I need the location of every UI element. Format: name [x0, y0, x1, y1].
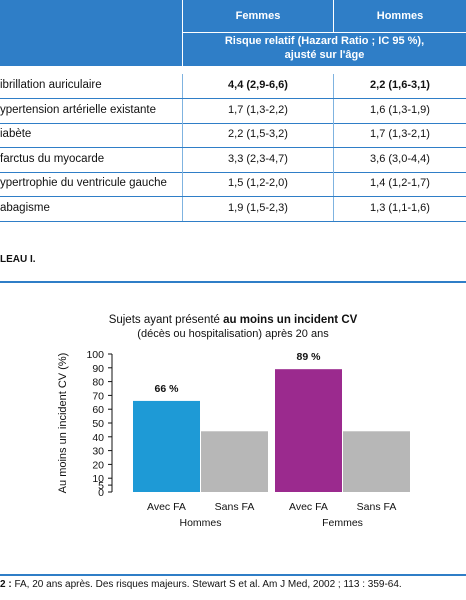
bar [133, 400, 200, 492]
row-label: ypertension artérielle existante [0, 103, 156, 116]
y-tick-label: 60 [92, 404, 104, 416]
row-label: ibrillation auriculaire [0, 79, 102, 91]
cell-divider [333, 172, 334, 196]
figure-caption-number: 2 : [0, 579, 12, 590]
y-tick-label: 5 [98, 480, 104, 492]
x-tick-label: Sans FA [215, 501, 255, 513]
cell-femmes: 1,9 (1,5-2,3) [228, 201, 288, 214]
table-caption: LEAU I. [0, 254, 36, 265]
cell-divider [182, 196, 183, 221]
x-tick-label: Sans FA [357, 501, 397, 513]
chart-title: Sujets ayant présenté au moins un incide… [109, 314, 358, 326]
y-tick-label: 100 [86, 349, 104, 361]
cell-divider [182, 74, 183, 98]
cell-hommes: 3,6 (3,0-4,4) [370, 152, 430, 165]
cell-hommes: 1,6 (1,3-1,9) [370, 103, 430, 116]
y-tick-label: 30 [92, 446, 104, 458]
table-row: iabète 2,2 (1,5-3,2) 1,7 (1,3-2,1) [0, 123, 466, 148]
cell-femmes: 3,3 (2,3-4,7) [228, 152, 288, 165]
x-tick-label: Avec FA [147, 501, 186, 513]
table-row: farctus du myocarde 3,3 (2,3-4,7) 3,6 (3,0… [0, 147, 466, 173]
group-label: Femmes [322, 517, 363, 529]
bar-chart: Sujets ayant présenté au moins un incide… [57, 314, 410, 529]
y-axis-label: Au moins un incident CV (%) [57, 353, 69, 494]
cell-divider [333, 123, 334, 147]
cell-divider [333, 74, 334, 98]
cell-femmes: 1,7 (1,3-2,2) [228, 103, 288, 116]
table-row: ypertension artérielle existante 1,7 (1,3… [0, 98, 466, 124]
subheader-line1: Risque relatif (Hazard Ratio ; IC 95 %), [224, 35, 425, 47]
y-tick-label: 70 [92, 390, 104, 402]
row-label: ypertrophie du ventricule gauche [0, 177, 167, 189]
table-row: ypertrophie du ventricule gauche 1,5 (1,2… [0, 172, 466, 197]
y-tick-label: 0 [98, 487, 104, 499]
header-divider [182, 32, 466, 33]
chart-subtitle: (décès ou hospitalisation) après 20 ans [137, 328, 329, 340]
header-hommes: Hommes [376, 10, 424, 22]
y-tick-label: 40 [92, 432, 104, 444]
table-header-row: Femmes Hommes [0, 0, 466, 32]
y-tick-label: 10 [92, 473, 104, 485]
cell-femmes: 2,2 (1,5-3,2) [228, 128, 288, 140]
cell-divider [182, 123, 183, 147]
y-tick-label: 50 [92, 418, 104, 430]
y-tick-label: 80 [92, 377, 104, 389]
figure-caption: 2 : FA, 20 ans après. Des risques majeur… [0, 579, 402, 590]
table-row: abagisme 1,9 (1,5-2,3) 1,3 (1,1-1,6) [0, 196, 466, 222]
y-tick-label: 90 [92, 363, 104, 375]
risk-table: Femmes Hommes Risque relatif (Hazard Rat… [0, 0, 466, 232]
figure-caption-text: FA, 20 ans après. Des risques majeurs. S… [11, 579, 402, 590]
cell-hommes: 2,2 (1,6-3,1) [370, 79, 430, 91]
cell-divider [182, 98, 183, 123]
table-subheader-row: Risque relatif (Hazard Ratio ; IC 95 %),… [0, 32, 466, 66]
cell-divider [333, 147, 334, 172]
cell-femmes: 4,4 (2,9-6,6) [228, 79, 288, 91]
row-label: farctus du myocarde [0, 152, 105, 165]
header-divider [333, 0, 334, 32]
cell-divider [182, 147, 183, 172]
subheader-line2: ajusté sur l'âge [284, 49, 365, 61]
row-label: abagisme [0, 201, 50, 214]
cell-divider [333, 98, 334, 123]
cell-femmes: 1,5 (1,2-2,0) [228, 177, 288, 189]
header-femmes: Femmes [235, 10, 281, 22]
row-label: iabète [0, 128, 32, 140]
cell-hommes: 1,4 (1,2-1,7) [370, 177, 430, 189]
x-tick-label: Avec FA [289, 501, 328, 513]
chart-title-bold: au moins un incident CV [223, 314, 358, 326]
bar-data-label: 89 % [297, 351, 322, 363]
bar [343, 431, 410, 492]
bar [201, 431, 268, 492]
chart-title-text: Sujets ayant présenté [109, 314, 223, 326]
cell-hommes: 1,7 (1,3-2,1) [370, 128, 430, 140]
cell-divider [333, 196, 334, 221]
header-divider [182, 0, 183, 66]
figure-panel: Sujets ayant présenté au moins un incide… [0, 281, 466, 576]
y-tick-label: 20 [92, 459, 104, 471]
cell-hommes: 1,3 (1,1-1,6) [370, 201, 430, 214]
cell-divider [182, 172, 183, 196]
bar-data-label: 66 % [155, 383, 180, 395]
table-row: ibrillation auriculaire 4,4 (2,9-6,6) 2,2 … [0, 74, 466, 99]
bar [275, 369, 342, 492]
group-label: Hommes [179, 517, 221, 529]
